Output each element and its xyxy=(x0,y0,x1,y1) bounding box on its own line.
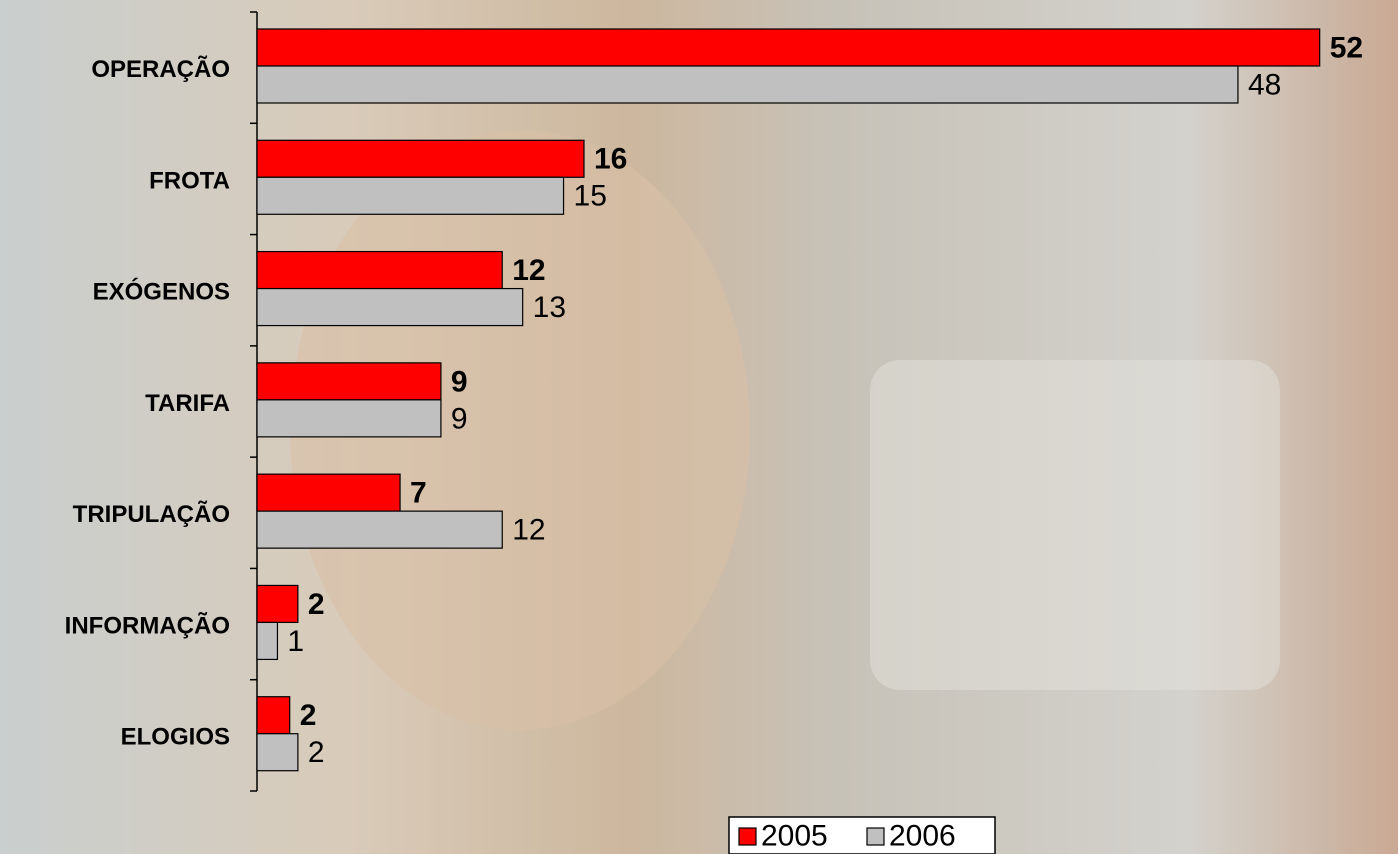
bar xyxy=(257,289,523,326)
legend-swatch xyxy=(739,828,756,845)
bar xyxy=(257,734,298,771)
data-label: 1 xyxy=(287,625,304,658)
data-label: 2 xyxy=(300,699,317,732)
data-label: 13 xyxy=(533,291,566,324)
chart: OPERAÇÃO5248FROTA1615EXÓGENOS1213TARIFA9… xyxy=(0,0,1398,854)
bar xyxy=(257,140,584,177)
bar xyxy=(257,363,441,400)
y-tick-label: ELOGIOS xyxy=(121,724,230,751)
legend-label: 2006 xyxy=(889,819,956,852)
y-tick-label: FROTA xyxy=(149,167,230,194)
legend-swatch xyxy=(867,828,884,845)
bar xyxy=(257,511,502,548)
bar xyxy=(257,697,290,734)
bar xyxy=(257,66,1238,103)
bar xyxy=(257,474,400,511)
data-label: 2 xyxy=(308,588,325,621)
bar xyxy=(257,177,564,214)
legend-label: 2005 xyxy=(761,819,828,852)
bar xyxy=(257,622,277,659)
data-label: 12 xyxy=(512,514,545,547)
data-label: 9 xyxy=(451,365,468,398)
data-label: 12 xyxy=(512,254,545,287)
y-tick-label: INFORMAÇÃO xyxy=(65,611,230,639)
data-label: 52 xyxy=(1330,31,1363,64)
y-tick-label: TARIFA xyxy=(145,390,230,417)
data-label: 16 xyxy=(594,143,627,176)
background-photo xyxy=(870,360,1280,690)
data-label: 9 xyxy=(451,402,468,435)
bar xyxy=(257,400,441,437)
data-label: 7 xyxy=(410,477,427,510)
bar xyxy=(257,585,298,622)
data-label: 2 xyxy=(308,736,325,769)
y-tick-label: EXÓGENOS xyxy=(93,278,230,306)
data-label: 48 xyxy=(1248,68,1281,101)
bar xyxy=(257,252,502,289)
bar xyxy=(257,29,1320,66)
data-label: 15 xyxy=(574,180,607,213)
y-tick-label: OPERAÇÃO xyxy=(91,55,230,83)
y-tick-label: TRIPULAÇÃO xyxy=(73,500,230,528)
